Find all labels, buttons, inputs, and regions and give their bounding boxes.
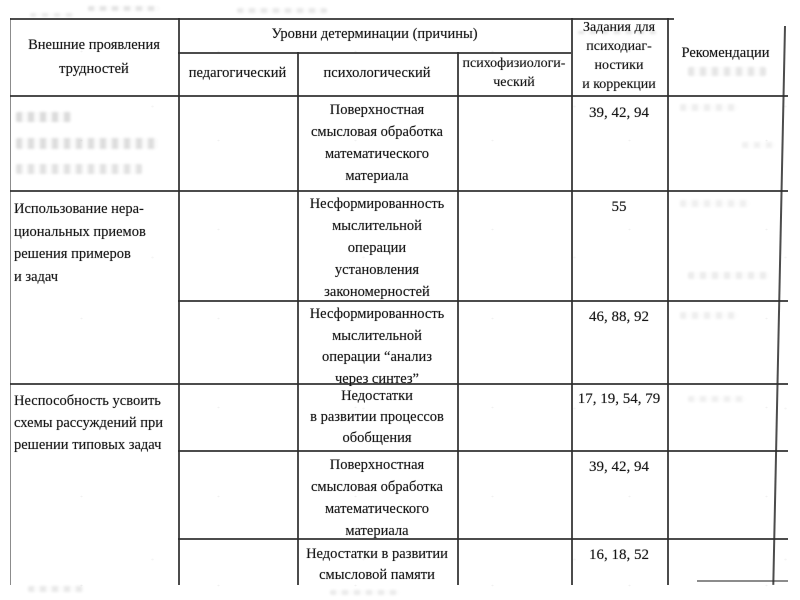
row-2-psychological-cell: Несформированность мыслительной операции… bbox=[309, 196, 445, 300]
row-2-pedagogical-cell bbox=[180, 193, 295, 297]
row-5-psychological-cell: Поверхностная смысловая обработка матема… bbox=[310, 457, 443, 539]
row-5-psychophysiological-cell bbox=[459, 453, 569, 535]
row-4-pedagogical-cell bbox=[180, 386, 295, 447]
row-2-external-cell: Использование нера- циональных приемов р… bbox=[14, 201, 146, 285]
row-4-tasks-cell: 17, 19, 54, 79 bbox=[577, 391, 661, 407]
row-1-pedagogical-cell bbox=[180, 98, 295, 186]
row-6-tasks-cell: 16, 18, 52 bbox=[589, 547, 649, 563]
row-5-tasks-cell: 39, 42, 94 bbox=[589, 459, 649, 475]
header-bottom-border bbox=[10, 95, 788, 97]
illegible-text-smudge bbox=[30, 13, 74, 17]
row-6-psychological-cell: Недостатки в развитии смысловой памяти bbox=[306, 546, 448, 583]
subheader-pedagogical: педагогический bbox=[188, 64, 287, 81]
table-bottom-fragment bbox=[697, 580, 788, 582]
col-divider-psychological bbox=[457, 52, 459, 585]
illegible-text-smudge bbox=[237, 8, 327, 13]
row-2-psychophysiological-cell bbox=[459, 193, 569, 297]
table-top-border bbox=[10, 18, 674, 20]
row-1-recommendations-cell bbox=[671, 98, 782, 186]
subheader-psychophysiological: психофизиологи- ческий bbox=[462, 55, 566, 90]
illegible-text-smudge bbox=[28, 586, 84, 592]
row-2-recommendations-cell bbox=[671, 193, 782, 297]
levels-subheader-divider bbox=[178, 52, 571, 54]
header-diagnostic-tasks: Задания для психодиаг- ностики и коррекц… bbox=[582, 20, 656, 92]
row-4-psychological-cell: Недостатки в развитии процессов обобщени… bbox=[310, 388, 444, 446]
row-6-recommendations-cell bbox=[671, 541, 782, 585]
row-3-tasks-cell: 46, 88, 92 bbox=[589, 309, 649, 325]
row-4-psychophysiological-cell bbox=[459, 386, 569, 447]
header-external-manifestations: Внешние проявления трудностей bbox=[28, 36, 160, 77]
illegible-text-smudge bbox=[88, 6, 160, 11]
subheader-psychological: психологический bbox=[323, 64, 431, 81]
row-1-external-cell bbox=[14, 100, 174, 185]
row-divider-1 bbox=[10, 190, 788, 192]
col-divider-tasks bbox=[667, 18, 669, 585]
row-6-psychophysiological-cell bbox=[459, 541, 569, 585]
row-3-psychological-cell: Несформированность мыслительной операции… bbox=[309, 306, 445, 387]
col-divider-external bbox=[178, 18, 180, 585]
illegible-text-smudge bbox=[330, 590, 400, 595]
row-3-psychophysiological-cell bbox=[459, 303, 569, 380]
row-divider-5 bbox=[178, 538, 788, 540]
row-3-pedagogical-cell bbox=[180, 303, 295, 380]
row-1-psychophysiological-cell bbox=[459, 98, 569, 186]
col-divider-psychophysiological bbox=[571, 18, 573, 585]
row-1-psychological-cell: Поверхностная смысловая обработка матема… bbox=[310, 102, 443, 184]
row-4-recommendations-cell bbox=[671, 386, 782, 447]
row-divider-3 bbox=[10, 383, 788, 385]
row-divider-4 bbox=[178, 450, 788, 452]
row-1-tasks-cell: 39, 42, 94 bbox=[589, 105, 649, 121]
row-5-pedagogical-cell bbox=[180, 453, 295, 535]
row-5-recommendations-cell bbox=[671, 453, 782, 535]
row-2-tasks-cell: 55 bbox=[611, 199, 627, 215]
table-left-border bbox=[10, 18, 11, 585]
row-6-pedagogical-cell bbox=[180, 541, 295, 585]
row-divider-2 bbox=[178, 300, 788, 302]
col-divider-pedagogical bbox=[297, 52, 299, 585]
row-3-recommendations-cell bbox=[671, 303, 782, 380]
header-recommendations: Рекомендации bbox=[681, 45, 770, 61]
row-4-external-cell: Неспособность усвоить схемы рассуждений … bbox=[14, 393, 164, 453]
header-determination-levels: Уровни детерминации (причины) bbox=[271, 26, 478, 42]
